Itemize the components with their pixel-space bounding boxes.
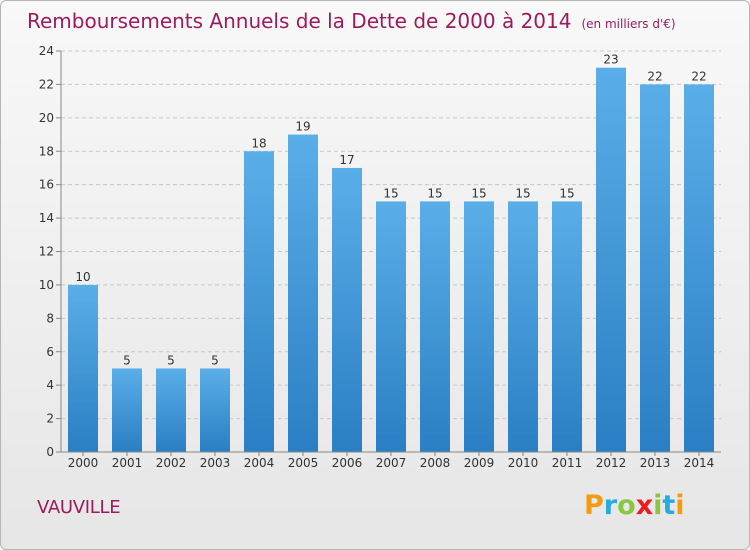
value-label: 5 — [167, 353, 175, 367]
value-label: 18 — [251, 136, 266, 150]
y-tick-label: 16 — [39, 178, 54, 192]
y-tick-label: 4 — [46, 378, 54, 392]
x-tick-label: 2012 — [596, 456, 627, 470]
bar[interactable] — [244, 151, 274, 452]
chart-title-text: Remboursements Annuels de la Dette de 20… — [27, 9, 572, 33]
value-label: 15 — [515, 186, 530, 200]
value-label: 5 — [211, 353, 219, 367]
y-tick-label: 10 — [39, 278, 54, 292]
logo-letter: t — [662, 490, 676, 521]
x-tick-label: 2001 — [112, 456, 143, 470]
value-label: 17 — [339, 153, 354, 167]
bar[interactable] — [420, 201, 450, 452]
bar[interactable] — [288, 134, 318, 452]
value-label: 15 — [471, 186, 486, 200]
value-label: 22 — [691, 69, 706, 83]
x-tick-label: 2006 — [332, 456, 363, 470]
y-tick-label: 20 — [39, 111, 54, 125]
x-tick-label: 2010 — [508, 456, 539, 470]
bar[interactable] — [596, 67, 626, 452]
x-tick-label: 2009 — [464, 456, 495, 470]
logo-letter: i — [675, 490, 685, 521]
y-tick-label: 18 — [39, 144, 54, 158]
bar[interactable] — [464, 201, 494, 452]
logo-letter: i — [653, 490, 663, 521]
value-label: 19 — [295, 120, 310, 134]
bar[interactable] — [684, 84, 714, 453]
y-tick-label: 12 — [39, 245, 54, 259]
y-tick-label: 22 — [39, 77, 54, 91]
x-tick-label: 2014 — [684, 456, 715, 470]
bar[interactable] — [552, 201, 582, 452]
x-tick-label: 2002 — [156, 456, 187, 470]
y-tick-label: 6 — [46, 345, 54, 359]
bar[interactable] — [640, 84, 670, 453]
x-tick-label: 2003 — [200, 456, 231, 470]
logo-letter: o — [617, 490, 636, 521]
chart-unit: (en milliers d'€) — [581, 17, 676, 31]
bar[interactable] — [156, 368, 186, 452]
x-tick-label: 2011 — [552, 456, 583, 470]
logo-letter: P — [584, 490, 604, 521]
value-label: 5 — [123, 353, 131, 367]
bar[interactable] — [376, 201, 406, 452]
logo-letter: x — [635, 490, 654, 521]
value-label: 15 — [427, 186, 442, 200]
y-tick-label: 0 — [46, 445, 54, 459]
logo-letter: r — [603, 490, 618, 521]
value-label: 23 — [603, 53, 618, 67]
value-labels: 10 5 5 5 18 19 17 15 15 15 15 15 23 22 22 — [75, 53, 706, 368]
y-tick-label: 14 — [39, 211, 54, 225]
value-label: 15 — [559, 186, 574, 200]
x-tick-label: 2004 — [244, 456, 275, 470]
y-tick-label: 8 — [46, 311, 54, 325]
bar[interactable] — [332, 167, 362, 453]
x-tick-label: 2007 — [376, 456, 407, 470]
x-tick-label: 2005 — [288, 456, 319, 470]
value-label: 22 — [647, 69, 662, 83]
y-tick-label: 24 — [39, 44, 54, 58]
place-name: VAUVILLE — [37, 497, 121, 518]
x-tick-label: 2008 — [420, 456, 451, 470]
bar[interactable] — [200, 368, 230, 452]
value-label: 10 — [75, 270, 90, 284]
y-tick-label: 2 — [46, 412, 54, 426]
value-label: 15 — [383, 186, 398, 200]
bars — [68, 67, 714, 453]
x-axis-ticks: 2000 2001 2002 2003 2004 2005 2006 2007 2008 2009… — [68, 452, 715, 470]
bar[interactable] — [112, 368, 142, 452]
bar[interactable] — [68, 284, 98, 452]
x-tick-label: 2013 — [640, 456, 671, 470]
chart-title: Remboursements Annuels de la Dette de 20… — [27, 9, 676, 33]
proxiti-logo[interactable]: Proxiti — [584, 490, 685, 521]
x-tick-label: 2000 — [68, 456, 99, 470]
bar[interactable] — [508, 201, 538, 452]
